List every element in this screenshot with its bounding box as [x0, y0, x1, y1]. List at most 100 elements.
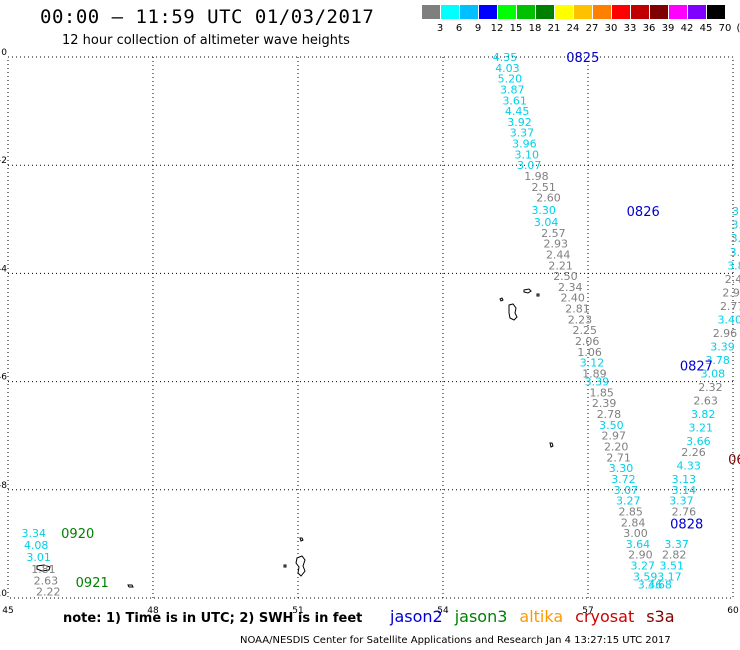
- swh-value: 3.01: [26, 551, 51, 564]
- swh-value: 3.6: [731, 232, 740, 245]
- scale-swatch-30: [593, 5, 611, 19]
- swh-value: 4.08: [24, 539, 49, 552]
- lon-tick-51: 51: [292, 606, 303, 616]
- scale-swatch-42: [669, 5, 687, 19]
- swh-value: 1.85: [589, 386, 614, 399]
- altimeter-tracks: 4.354.035.203.873.614.453.923.373.963.10…: [22, 51, 740, 599]
- lat-tick--4: -4: [0, 264, 7, 274]
- swh-value: 2.51: [531, 181, 556, 194]
- swh-value: 2.77: [720, 300, 740, 313]
- scale-label-42: 42: [680, 23, 694, 34]
- scale-swatch-18: [517, 5, 535, 19]
- swh-value: 3.: [732, 219, 740, 232]
- scale-label-6: 6: [455, 23, 463, 34]
- scale-swatch-33: [612, 5, 630, 19]
- swh-value: 4.33: [676, 459, 701, 472]
- scale-unit: (ft): [736, 23, 740, 34]
- swh-value: 3.27: [616, 495, 641, 508]
- swh-value: 2.21: [548, 259, 573, 272]
- swh-value: 3.72: [611, 473, 636, 486]
- swh-value: 2.39: [592, 397, 617, 410]
- swh-value: 2.85: [618, 505, 643, 518]
- swh-value: 2.84: [621, 516, 646, 529]
- scale-swatch-27: [574, 5, 592, 19]
- scale-label-9: 9: [474, 23, 482, 34]
- swh-value: 2.71: [606, 451, 631, 464]
- swh-value: 3.61: [502, 94, 527, 107]
- lon-tick-45: 45: [2, 606, 13, 616]
- scale-swatch-70: [707, 5, 725, 19]
- swh-value: 3.37: [510, 127, 535, 140]
- swh-value: 2.90: [628, 549, 653, 562]
- swh-value: 3.51: [660, 560, 685, 573]
- swh-value: 3.21: [689, 422, 714, 435]
- swh-value: 3.14: [672, 484, 697, 497]
- swh-value: 3.10: [515, 148, 540, 161]
- swh-value: 3.30: [531, 204, 556, 217]
- map-grid: [7, 56, 734, 599]
- swh-value: 2.93: [544, 238, 569, 251]
- swh-value: 2.57: [541, 227, 566, 240]
- pass-label-0826: 0826: [627, 205, 660, 220]
- swh-value: 2.06: [575, 335, 600, 348]
- lat-tick--2: -2: [0, 156, 7, 166]
- scale-label-18: 18: [528, 23, 542, 34]
- swh-value: 3.92: [507, 116, 532, 129]
- swh-value: 2.32: [698, 381, 723, 394]
- swh-value: 3.87: [500, 83, 525, 96]
- pass-time-labels: 0825 0826 0827 0828 0920 0921 060: [61, 51, 740, 591]
- swh-value: 3.00: [623, 527, 648, 540]
- island-praslin: [523, 288, 532, 294]
- scale-label-33: 33: [623, 23, 637, 34]
- swh-value: 3.27: [631, 560, 656, 573]
- lat-tick--6: -6: [0, 373, 7, 383]
- scale-label-39: 39: [661, 23, 675, 34]
- legend-jason2: jason2: [390, 607, 443, 626]
- page-title: 00:00 – 11:59 UTC 01/03/2017: [40, 6, 375, 28]
- island-providence: [299, 537, 304, 542]
- lon-tick-60: 60: [727, 606, 739, 616]
- scale-label-3: 3: [436, 23, 444, 34]
- legend-cryosat: cryosat: [575, 607, 635, 626]
- swh-value: 2.63: [34, 575, 59, 588]
- pass-label-0825: 0825: [566, 51, 599, 66]
- swh-value: 3.64: [626, 538, 651, 551]
- lat-tick-0: 0: [1, 48, 7, 58]
- scale-swatch-15: [498, 5, 516, 19]
- scale-swatch-12: [479, 5, 497, 19]
- swh-value: 2.20: [604, 441, 629, 454]
- scale-label-15: 15: [509, 23, 523, 34]
- legend-altika: altika: [519, 607, 564, 626]
- swh-value: 3.07: [517, 159, 542, 172]
- swh-value: 3.39: [585, 376, 610, 389]
- swh-value: 3.37: [669, 495, 694, 508]
- scale-label-21: 21: [547, 23, 561, 34]
- scale-swatch-45: [688, 5, 706, 19]
- swh-value: 2.22: [36, 586, 61, 599]
- satellite-legend: jason2 jason3 altika cryosat s3a: [390, 607, 687, 626]
- swh-value: 1.89: [582, 367, 607, 380]
- scale-swatch-24: [555, 5, 573, 19]
- swh-value: 3.40: [718, 313, 740, 326]
- legend-s3a: s3a: [646, 607, 675, 626]
- scale-swatch-36: [631, 5, 649, 19]
- swh-value: 5.20: [498, 73, 523, 86]
- island-cosmoledo: [127, 584, 134, 588]
- island-farquhar: [295, 555, 306, 577]
- swh-value: 1.98: [524, 170, 549, 183]
- swh-value: 3.39: [710, 340, 735, 353]
- swh-value: 2.78: [597, 408, 622, 421]
- swh-value: 3.88: [727, 259, 740, 272]
- swh-value: 3.82: [691, 408, 716, 421]
- swh-value: 1.81: [31, 563, 56, 576]
- pass-label-060: 060: [728, 453, 740, 468]
- map-frame: [7, 56, 734, 599]
- land-islands: [36, 288, 554, 588]
- swh-value: 3.30: [609, 462, 634, 475]
- scale-label-30: 30: [604, 23, 618, 34]
- swh-value: 2.76: [672, 505, 697, 518]
- swh-value: 3.08: [701, 367, 726, 380]
- swh-value: 2.60: [536, 192, 561, 205]
- scale-swatch-21: [536, 5, 554, 19]
- swh-value: 4.35: [493, 51, 518, 64]
